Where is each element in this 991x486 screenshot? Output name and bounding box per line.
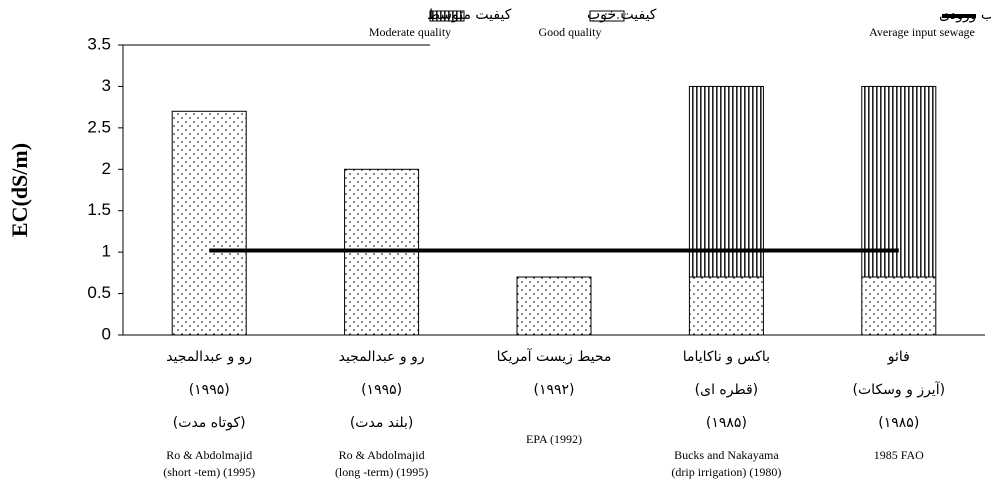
x-tick-label: (۱۹۸۵) bbox=[706, 415, 747, 431]
x-tick-label: (بلند مدت) bbox=[350, 415, 414, 431]
x-tick-label: فائو bbox=[887, 349, 910, 365]
x-tick-label: باکس و ناکایاما bbox=[683, 349, 770, 365]
x-tick-label: (long -term) (1995) bbox=[335, 465, 428, 479]
bar-segment bbox=[688, 276, 764, 336]
legend-label: میانگین فاضلاب ورودی bbox=[939, 6, 991, 23]
y-tick-label: 2 bbox=[102, 159, 111, 178]
x-tick-label: رو و عبدالمجید bbox=[166, 349, 252, 365]
legend-label: کیفیت خوب bbox=[587, 7, 657, 23]
bar-segment bbox=[861, 276, 937, 336]
legend-label-en: Good quality bbox=[539, 25, 602, 39]
x-tick-label: (۱۹۹۵) bbox=[189, 382, 230, 398]
bar-segment bbox=[861, 85, 937, 278]
y-tick-label: 0.5 bbox=[87, 283, 111, 302]
x-tick-label: 1985 FAO bbox=[874, 448, 924, 462]
y-tick-label: 3 bbox=[102, 76, 111, 95]
x-tick-label: محیط زیست آمریکا bbox=[497, 348, 612, 365]
x-tick-label: (۱۹۸۵) bbox=[878, 415, 919, 431]
y-tick-label: 1 bbox=[102, 242, 111, 261]
x-tick-label: رو و عبدالمجید bbox=[339, 349, 425, 365]
legend-label: کیفیت متوسط bbox=[427, 7, 512, 23]
y-axis-label: EC(dS/m) bbox=[7, 143, 32, 237]
x-tick-label: Ro & Abdolmajid bbox=[166, 448, 252, 462]
y-tick-label: 2.5 bbox=[87, 117, 111, 136]
bar-segment bbox=[171, 110, 247, 336]
x-tick-label: (۱۹۹۵) bbox=[361, 382, 402, 398]
x-tick-label: Bucks and Nakayama bbox=[674, 448, 779, 462]
legend-label-en: Moderate quality bbox=[369, 25, 451, 39]
legend-swatch bbox=[429, 10, 465, 22]
bar-segment bbox=[688, 85, 764, 278]
y-tick-label: 0 bbox=[102, 324, 111, 343]
x-tick-label: (۱۹۹۲) bbox=[533, 382, 574, 398]
x-tick-label: EPA (1992) bbox=[526, 432, 582, 446]
x-tick-label: (آیرز و وسکات) bbox=[853, 381, 946, 398]
x-tick-label: (drip irrigation) (1980) bbox=[671, 465, 781, 479]
y-tick-label: 3.5 bbox=[87, 34, 111, 53]
bar-segment bbox=[516, 276, 592, 336]
legend-label-en: Average input sewage bbox=[869, 25, 975, 39]
x-tick-label: (کوتاه مدت) bbox=[173, 415, 246, 431]
x-tick-label: (قطره ای) bbox=[695, 382, 758, 398]
x-tick-label: (short -tem) (1995) bbox=[163, 465, 255, 479]
y-tick-label: 1.5 bbox=[87, 200, 111, 219]
x-tick-label: Ro & Abdolmajid bbox=[339, 448, 425, 462]
legend-swatch bbox=[589, 10, 625, 22]
